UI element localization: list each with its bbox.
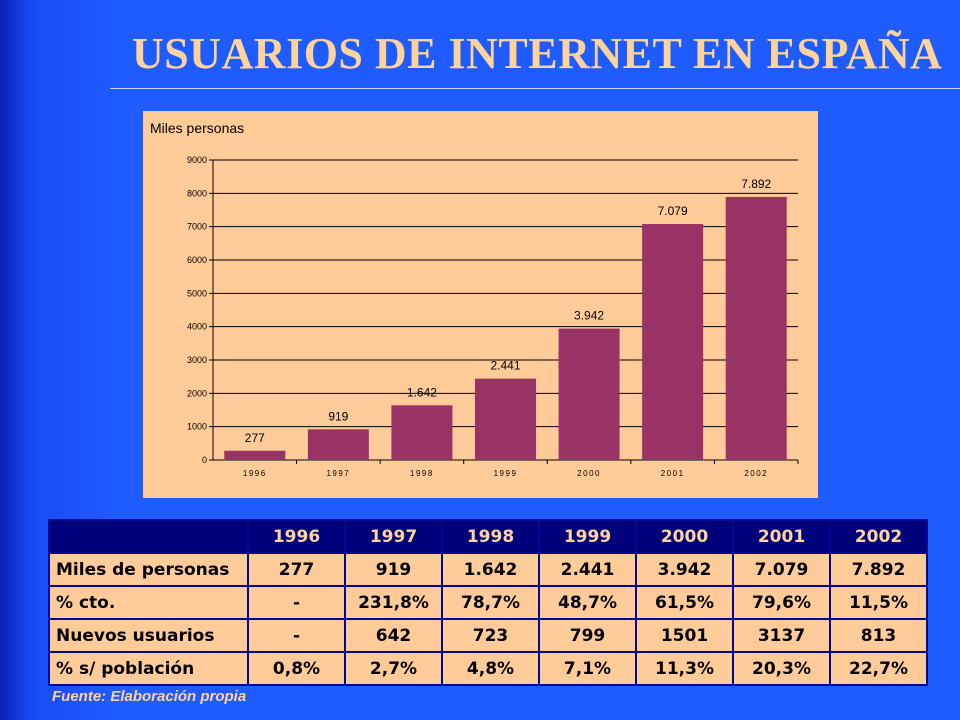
table-cell: 2,7%	[344, 651, 443, 686]
table-cell: 61,5%	[635, 585, 734, 620]
source-note: Fuente: Elaboración propia	[52, 688, 247, 705]
y-tick-label: 1000	[187, 422, 207, 432]
data-table: 1996 1997 1998 1999 2000 2001 2002 Miles…	[48, 519, 928, 686]
slide-title: USUARIOS DE INTERNET EN ESPAÑA	[132, 29, 943, 78]
row-label: Miles de personas	[48, 552, 249, 587]
table-cell: 813	[829, 618, 928, 653]
data-label: 1.642	[407, 385, 437, 399]
table-row: Miles de personas 277 919 1.642 2.441 3.…	[48, 552, 928, 587]
x-tick-label: 2000	[577, 469, 601, 478]
row-label: % s/ población	[48, 651, 249, 686]
table-row: Nuevos usuarios - 642 723 799 1501 3137 …	[48, 618, 928, 653]
year-header: 1998	[441, 519, 540, 554]
data-label: 919	[328, 409, 348, 423]
table-cell: 723	[441, 618, 540, 653]
x-tick-label: 1996	[243, 469, 267, 478]
data-label: 7.079	[658, 204, 688, 218]
title-divider	[110, 88, 960, 89]
y-tick-label: 4000	[187, 322, 207, 332]
table-cell: 0,8%	[247, 651, 346, 686]
table-cell: 277	[247, 552, 346, 587]
y-tick-label: 8000	[187, 188, 207, 198]
bar	[474, 378, 537, 460]
row-label: Nuevos usuarios	[48, 618, 249, 653]
year-header: 2002	[829, 519, 928, 554]
x-tick-label: 2002	[744, 469, 768, 478]
data-label: 277	[245, 431, 265, 445]
year-header: 2000	[635, 519, 734, 554]
table-cell: 11,5%	[829, 585, 928, 620]
bar	[725, 196, 787, 460]
y-tick-label: 7000	[187, 222, 207, 232]
y-tick-label: 3000	[187, 355, 207, 365]
y-axis-label: Miles personas	[150, 120, 245, 136]
table-cell: 7.079	[732, 552, 831, 587]
table-cell: -	[247, 618, 346, 653]
table-cell: 22,7%	[829, 651, 928, 686]
table-cell: 2.441	[538, 552, 637, 587]
data-label: 2.441	[490, 359, 520, 373]
table-cell: 919	[344, 552, 443, 587]
table-header-row: 1996 1997 1998 1999 2000 2001 2002	[48, 519, 928, 554]
x-tick-label: 1997	[326, 469, 350, 478]
year-header: 1999	[538, 519, 637, 554]
table-cell: 1501	[635, 618, 734, 653]
table-cell: 11,3%	[635, 651, 734, 686]
chart-svg: 0 1000 2000 3000 4000 5000 6000 7000 8000 9000 277…	[187, 155, 799, 478]
bar	[558, 328, 620, 460]
table-cell: 20,3%	[732, 651, 831, 686]
table-cell: 48,7%	[538, 585, 637, 620]
table-cell: 3137	[732, 618, 831, 653]
year-header: 1997	[344, 519, 443, 554]
table-cell: 7.892	[829, 552, 928, 587]
y-tick-label: 6000	[187, 255, 207, 265]
table-cell: 78,7%	[441, 585, 540, 620]
bar	[224, 450, 286, 460]
table-cell: 79,6%	[732, 585, 831, 620]
table-cell: 231,8%	[344, 585, 443, 620]
table-cell: 7,1%	[538, 651, 637, 686]
table-cell: 642	[344, 618, 443, 653]
data-label: 7.892	[741, 177, 771, 191]
table-cell: 1.642	[441, 552, 540, 587]
x-tick-label: 2001	[661, 469, 685, 478]
table-cell: -	[247, 585, 346, 620]
bar	[642, 224, 704, 460]
y-tick-label: 5000	[187, 288, 207, 298]
table-corner-cell	[48, 519, 249, 554]
table-cell: 3.942	[635, 552, 734, 587]
y-tick-label: 9000	[187, 155, 207, 165]
bar	[391, 405, 453, 460]
x-tick-label: 1998	[410, 469, 434, 478]
table-row: % s/ población 0,8% 2,7% 4,8% 7,1% 11,3%…	[48, 651, 928, 686]
data-label: 3.942	[574, 309, 604, 323]
table-cell: 799	[538, 618, 637, 653]
table-row: % cto. - 231,8% 78,7% 48,7% 61,5% 79,6% …	[48, 585, 928, 620]
year-header: 1996	[247, 519, 346, 554]
bar-chart: Miles personas 0 1000 2000 3000 4000 5000 6000…	[143, 111, 818, 498]
left-decorative-band	[0, 0, 30, 720]
bar	[307, 429, 369, 460]
row-label: % cto.	[48, 585, 249, 620]
y-tick-label: 2000	[187, 388, 207, 398]
year-header: 2001	[732, 519, 831, 554]
x-tick-label: 1999	[494, 469, 518, 478]
table-cell: 4,8%	[441, 651, 540, 686]
y-tick-label: 0	[202, 455, 207, 465]
